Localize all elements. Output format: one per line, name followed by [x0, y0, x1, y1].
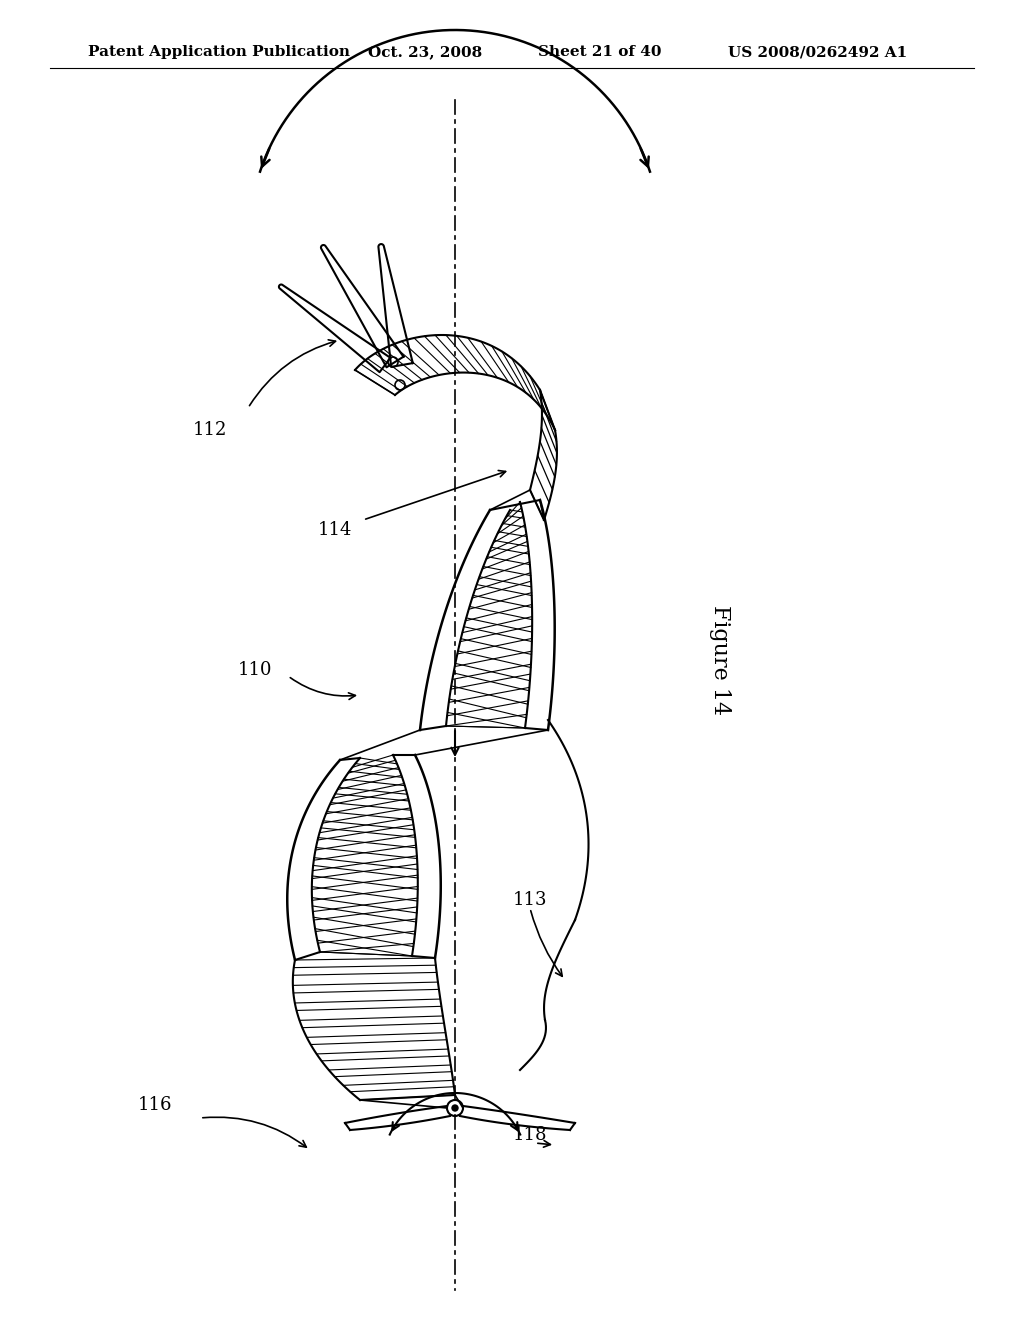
- Text: Sheet 21 of 40: Sheet 21 of 40: [538, 45, 662, 59]
- Text: 114: 114: [317, 521, 352, 539]
- Text: Figure 14: Figure 14: [709, 605, 731, 715]
- Circle shape: [452, 1105, 458, 1111]
- Text: Oct. 23, 2008: Oct. 23, 2008: [368, 45, 482, 59]
- Text: 118: 118: [513, 1126, 547, 1144]
- Text: Patent Application Publication: Patent Application Publication: [88, 45, 350, 59]
- Text: 113: 113: [513, 891, 547, 909]
- Text: 110: 110: [238, 661, 272, 678]
- Text: 116: 116: [138, 1096, 172, 1114]
- Text: 112: 112: [193, 421, 227, 440]
- Text: US 2008/0262492 A1: US 2008/0262492 A1: [728, 45, 907, 59]
